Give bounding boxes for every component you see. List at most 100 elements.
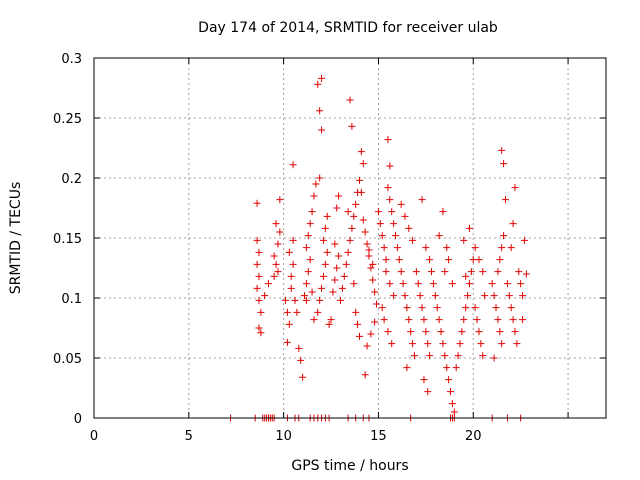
data-point [272, 220, 280, 228]
data-point [308, 288, 316, 296]
data-point [422, 244, 430, 252]
data-point [428, 268, 436, 276]
data-point [346, 96, 354, 104]
data-point [386, 280, 394, 288]
y-tick-label: 0.05 [53, 352, 82, 367]
data-point [369, 276, 377, 284]
data-point [331, 276, 339, 284]
data-point [471, 304, 479, 312]
data-point [361, 228, 369, 236]
data-point [479, 268, 487, 276]
data-point [321, 224, 329, 232]
data-point [437, 328, 445, 336]
data-point [272, 260, 280, 268]
data-point [403, 304, 411, 312]
data-point [352, 200, 360, 208]
data-point [300, 292, 308, 300]
data-point [371, 318, 379, 326]
data-point [350, 212, 358, 220]
data-point [465, 224, 473, 232]
data-point [422, 328, 430, 336]
data-point [426, 352, 434, 360]
data-point [386, 196, 394, 204]
data-point [310, 192, 318, 200]
data-point [344, 248, 352, 256]
data-point [355, 332, 363, 340]
data-point [316, 174, 324, 182]
data-point [500, 232, 508, 240]
data-point [390, 292, 398, 300]
data-point [335, 252, 343, 260]
y-axis-title: SRMTID / TECUs [8, 182, 24, 295]
data-point [397, 200, 405, 208]
data-point [253, 199, 261, 207]
data-point [276, 228, 284, 236]
data-point [407, 328, 415, 336]
data-point [321, 260, 329, 268]
data-point [382, 256, 390, 264]
data-point [365, 252, 373, 260]
data-point [479, 352, 487, 360]
y-tick-label: 0.1 [61, 292, 82, 307]
data-point [519, 316, 527, 324]
data-point [274, 268, 282, 276]
data-point [361, 371, 369, 379]
data-point [395, 256, 403, 264]
data-point [507, 304, 515, 312]
data-point [289, 161, 297, 169]
data-point [388, 208, 396, 216]
data-point [494, 268, 502, 276]
data-point [433, 304, 441, 312]
data-point [418, 304, 426, 312]
data-point [477, 340, 485, 348]
data-point [388, 340, 396, 348]
data-point [289, 260, 297, 268]
data-point [331, 240, 339, 248]
data-point [431, 292, 439, 300]
data-point [515, 268, 523, 276]
data-point [337, 296, 345, 304]
data-point [445, 376, 453, 384]
data-point [464, 292, 472, 300]
data-point [503, 280, 511, 288]
data-point [346, 236, 354, 244]
data-point [397, 268, 405, 276]
data-point [365, 246, 373, 254]
data-point [348, 224, 356, 232]
data-point [399, 280, 407, 288]
data-point [496, 256, 504, 264]
data-point [308, 208, 316, 216]
x-tick-label: 5 [185, 429, 193, 444]
data-point [409, 340, 417, 348]
data-point [412, 268, 420, 276]
data-point [426, 256, 434, 264]
data-point [405, 224, 413, 232]
data-point [393, 244, 401, 252]
data-point [501, 196, 509, 204]
data-point [270, 272, 278, 280]
data-point [348, 122, 356, 130]
data-point [312, 180, 320, 188]
data-point [285, 248, 293, 256]
data-point [304, 268, 312, 276]
data-point [448, 280, 456, 288]
data-point [310, 316, 318, 324]
data-point [475, 328, 483, 336]
data-point [323, 248, 331, 256]
data-point [462, 304, 470, 312]
data-point [424, 388, 432, 396]
data-point [513, 340, 521, 348]
data-point [416, 292, 424, 300]
data-point [500, 160, 508, 168]
data-point [255, 248, 263, 256]
data-point [359, 216, 367, 224]
data-point [386, 162, 394, 170]
data-point [443, 244, 451, 252]
data-point [333, 264, 341, 272]
data-point [441, 268, 449, 276]
data-point [287, 284, 295, 292]
data-point [420, 376, 428, 384]
data-point [439, 208, 447, 216]
data-point [488, 280, 496, 288]
